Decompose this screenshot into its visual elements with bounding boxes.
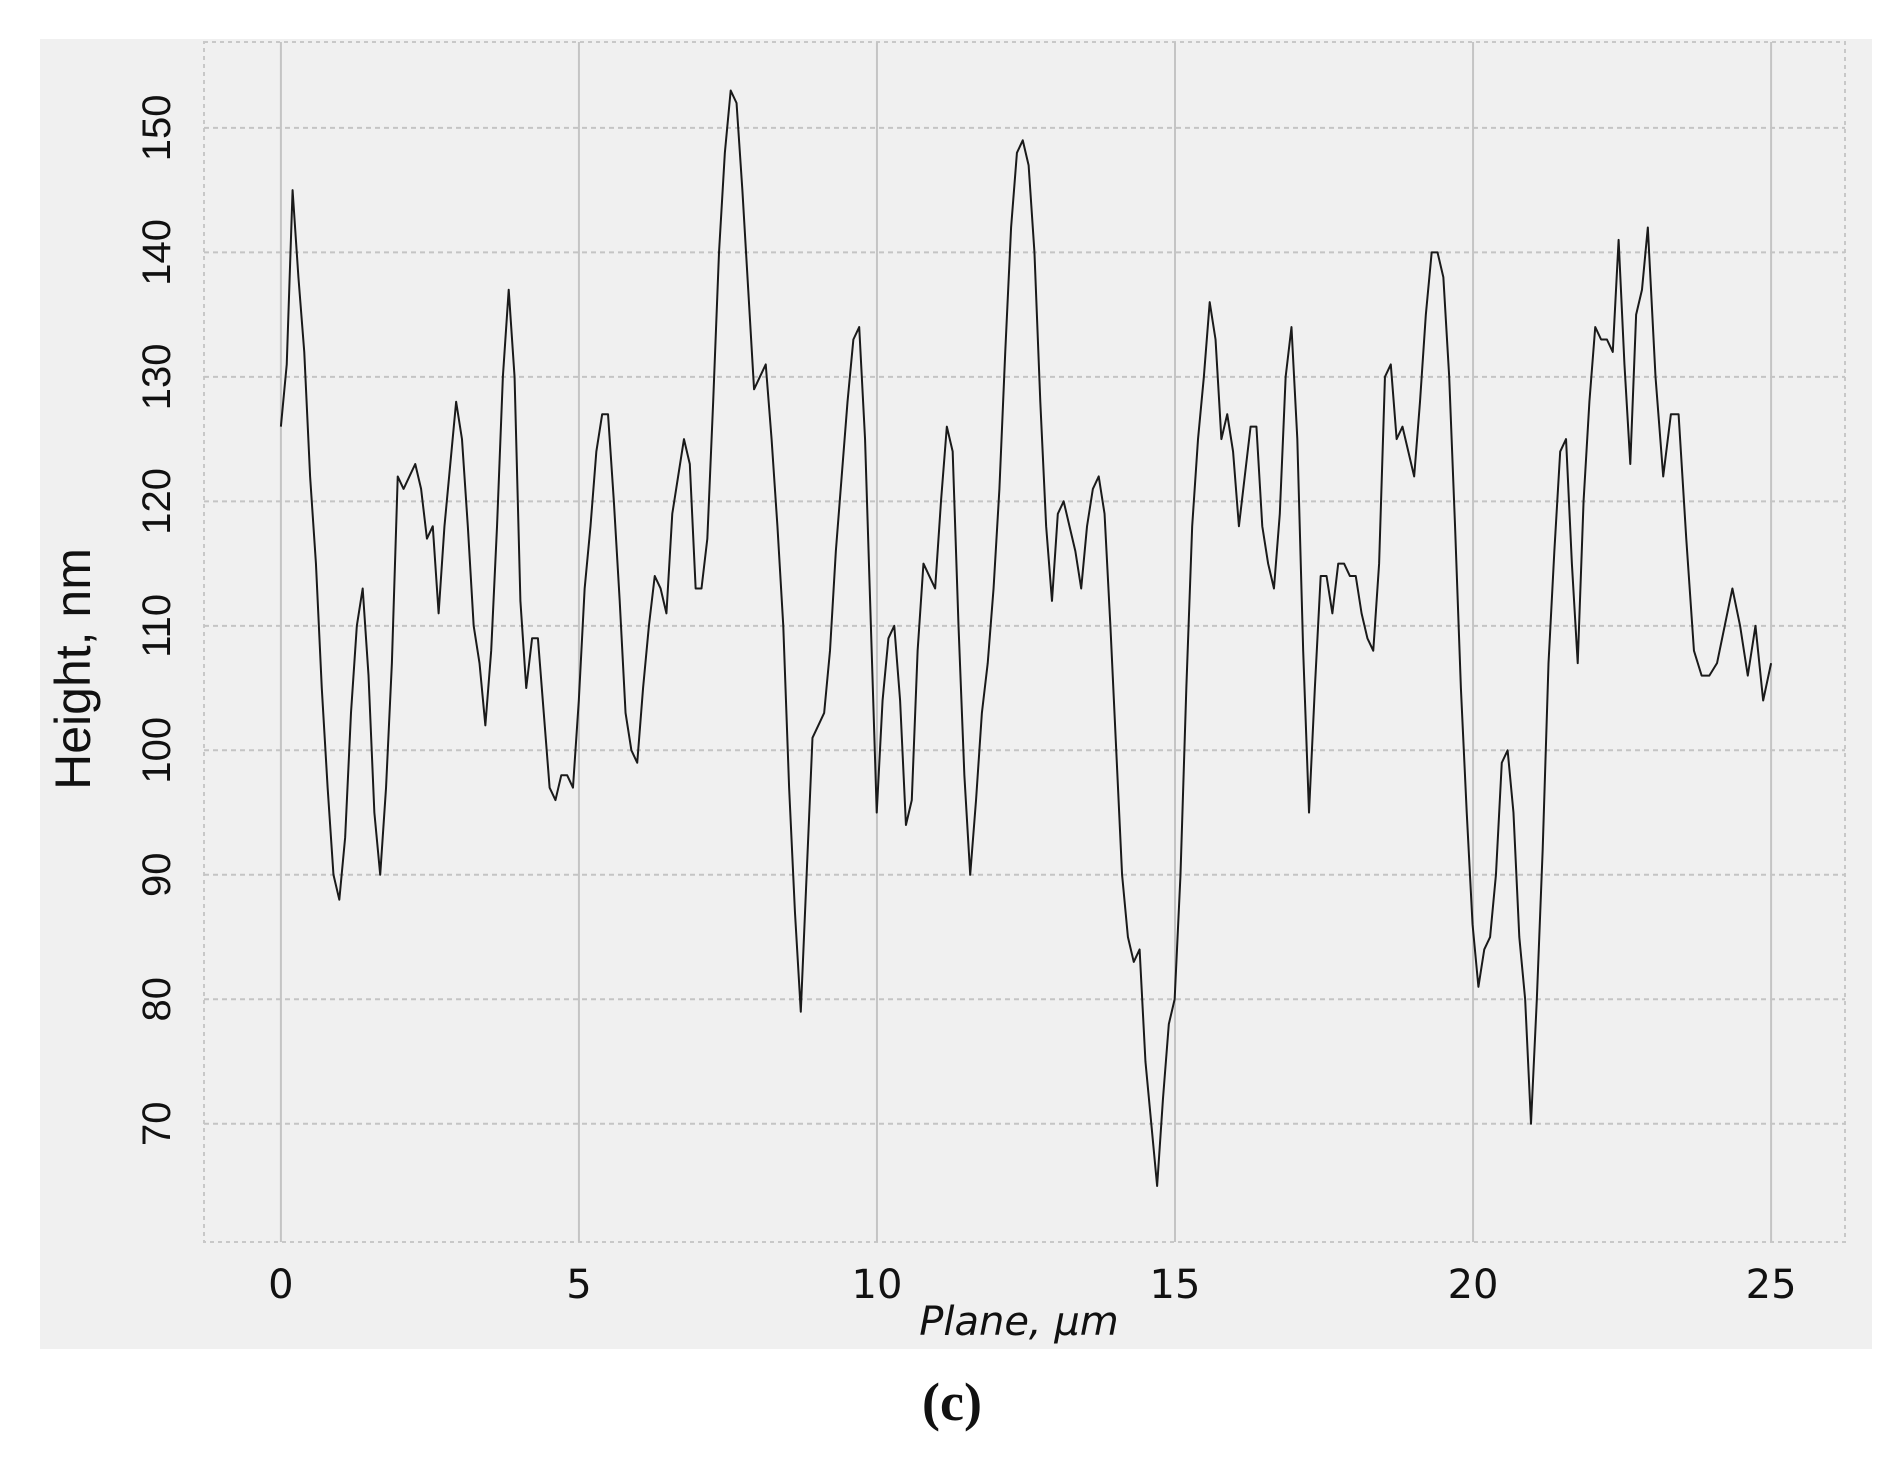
y-tick-label: 70	[135, 1101, 179, 1146]
y-axis-label: Height, nm	[45, 548, 101, 790]
y-tick-label: 130	[135, 343, 179, 410]
y-tick-label: 120	[135, 468, 179, 535]
y-tick-label: 150	[135, 95, 179, 162]
y-tick-label: 110	[135, 594, 179, 658]
x-axis-label: Plane, μm	[919, 1299, 1119, 1345]
caption: (c)	[922, 1372, 982, 1432]
x-tick-label: 0	[268, 1262, 293, 1308]
x-tick-label: 25	[1746, 1262, 1797, 1308]
y-tick-label: 140	[135, 219, 179, 286]
y-tick-label: 90	[135, 853, 179, 898]
profile-line	[279, 89, 1773, 1187]
chart-background	[40, 39, 1872, 1349]
x-tick-label: 20	[1448, 1262, 1499, 1308]
plot-frame	[203, 41, 1846, 1243]
x-tick-label: 10	[852, 1262, 903, 1308]
x-tick-label: 5	[566, 1262, 591, 1308]
y-tick-label: 80	[135, 977, 179, 1022]
y-tick-label: 100	[135, 717, 179, 784]
x-tick-label: 15	[1150, 1262, 1201, 1308]
